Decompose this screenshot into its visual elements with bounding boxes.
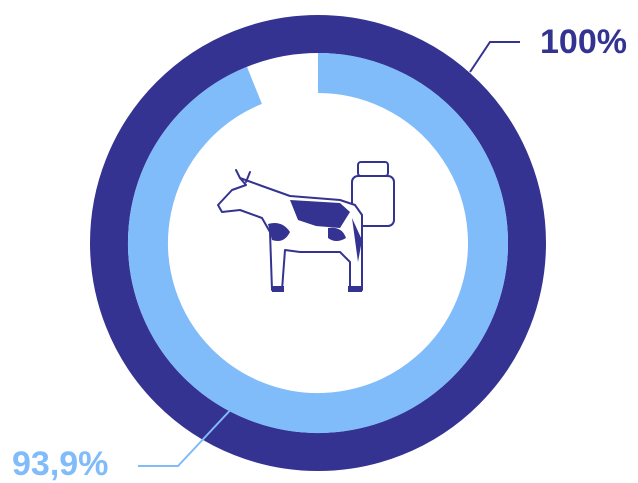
ring — [90, 15, 546, 471]
rings — [90, 15, 546, 471]
ring-arc — [128, 53, 508, 433]
leader-line — [138, 403, 237, 467]
value-label: 93,9% — [12, 445, 108, 483]
value-label: 100% — [540, 23, 627, 61]
cow-icon — [217, 161, 395, 292]
leader-line — [469, 41, 520, 73]
